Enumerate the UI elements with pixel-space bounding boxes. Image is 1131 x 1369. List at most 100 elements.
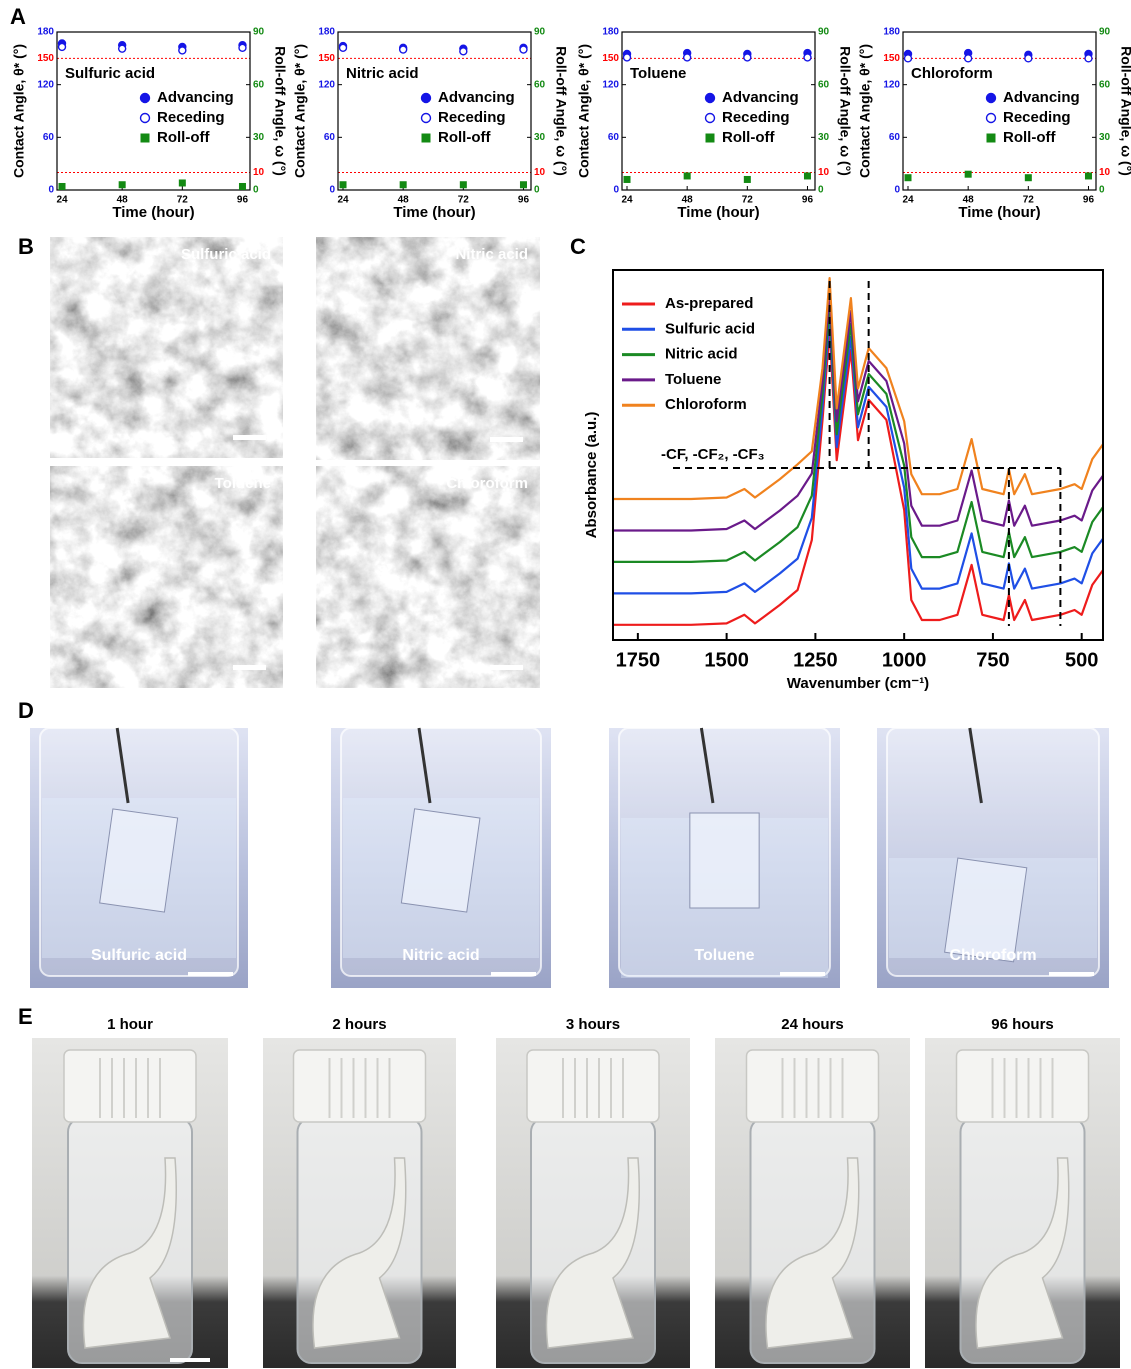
data-point: [119, 181, 126, 188]
data-point: [624, 54, 631, 61]
x-tick-label: 1000: [882, 649, 927, 671]
legend-marker: [422, 114, 431, 123]
vial-cap: [527, 1050, 659, 1122]
legend-marker: [141, 94, 150, 103]
sem-image: [50, 466, 283, 688]
data-point: [179, 47, 186, 54]
data-point: [684, 172, 691, 179]
legend-label: Roll-off: [722, 129, 775, 146]
x-axis-label: Time (hour): [958, 204, 1040, 221]
x-tick-label: 750: [976, 649, 1009, 671]
legend-label: Roll-off: [1003, 129, 1056, 146]
data-point: [340, 181, 347, 188]
data-point: [239, 44, 246, 51]
y2-tick-label: 30: [818, 132, 830, 143]
coating-sample: [690, 813, 759, 908]
x-axis-label: Wavenumber (cm⁻¹): [787, 675, 929, 692]
y-tick-label: 0: [894, 185, 900, 196]
x-axis-label: Time (hour): [112, 204, 194, 221]
scale-bar: [490, 665, 523, 670]
scale-bar: [233, 665, 266, 670]
y-axis-label: Contact Angle, θ* (°): [576, 44, 592, 178]
legend-marker: [987, 114, 996, 123]
y2-tick-label: 90: [1099, 27, 1111, 38]
sem-image: [316, 237, 540, 460]
data-point: [400, 46, 407, 53]
chart-title: Nitric acid: [346, 65, 419, 82]
y-tick-label: 60: [889, 132, 901, 143]
image-label: Sulfuric acid: [181, 246, 271, 263]
legend-label: Advancing: [438, 89, 515, 106]
legend-label: Advancing: [722, 89, 799, 106]
legend-marker: [422, 134, 431, 143]
y-tick-label: 0: [48, 185, 54, 196]
y2-tick-label: 0: [253, 185, 259, 196]
vial-cap: [294, 1050, 426, 1122]
x-tick-label: 24: [56, 195, 68, 206]
legend-marker: [987, 134, 996, 143]
time-label: 1 hour: [107, 1016, 153, 1033]
y-tick-label: 120: [883, 79, 900, 90]
data-point: [239, 183, 246, 190]
x-tick-label: 96: [1083, 195, 1095, 206]
y2-axis-label: Roll-off Angle, ω (°): [553, 46, 569, 176]
legend-label: Nitric acid: [665, 346, 738, 363]
legend-label: Chloroform: [665, 396, 747, 413]
y2-tick-label: 60: [253, 79, 265, 90]
data-point: [1025, 174, 1032, 181]
y2-tick-label: 30: [534, 132, 546, 143]
y2-tick-label: 60: [534, 79, 546, 90]
reference-label: 150: [318, 53, 335, 64]
legend-marker: [987, 94, 996, 103]
y2-tick-label: 90: [818, 27, 830, 38]
data-point: [400, 181, 407, 188]
time-label: 2 hours: [332, 1016, 386, 1033]
y-axis-label: Contact Angle, θ* (°): [857, 44, 873, 178]
coating-sample: [100, 809, 178, 912]
y2-tick-label: 90: [534, 27, 546, 38]
reference-label: 10: [253, 167, 265, 178]
legend-marker: [141, 134, 150, 143]
reference-label: 10: [534, 167, 546, 178]
y-tick-label: 180: [318, 27, 335, 38]
y-axis-label: Contact Angle, θ* (°): [292, 44, 308, 178]
legend-marker: [706, 114, 715, 123]
data-point: [905, 55, 912, 62]
x-tick-label: 1500: [704, 649, 749, 671]
data-point: [744, 54, 751, 61]
scale-bar: [490, 437, 523, 442]
chart-title: Toluene: [630, 65, 686, 82]
y2-tick-label: 0: [818, 185, 824, 196]
data-point: [59, 183, 66, 190]
y-tick-label: 0: [329, 185, 335, 196]
data-point: [460, 181, 467, 188]
image-label: Toluene: [215, 475, 271, 492]
coating-sample: [401, 809, 480, 912]
legend-label: Toluene: [665, 371, 721, 388]
data-point: [520, 181, 527, 188]
scale-bar: [233, 435, 266, 440]
data-point: [965, 55, 972, 62]
image-label: Chloroform: [949, 947, 1036, 964]
x-tick-label: 24: [902, 195, 914, 206]
reference-label: 150: [37, 53, 54, 64]
y-tick-label: 180: [602, 27, 619, 38]
data-point: [905, 174, 912, 181]
time-label: 24 hours: [781, 1016, 844, 1033]
scale-bar: [780, 972, 825, 976]
x-tick-label: 96: [518, 195, 530, 206]
data-point: [520, 46, 527, 53]
y2-axis-label: Roll-off Angle, ω (°): [1118, 46, 1131, 176]
data-point: [179, 179, 186, 186]
y-tick-label: 60: [608, 132, 620, 143]
y-tick-label: 180: [883, 27, 900, 38]
y2-tick-label: 60: [818, 79, 830, 90]
legend-label: Sulfuric acid: [665, 320, 755, 337]
y2-axis-label: Roll-off Angle, ω (°): [272, 46, 288, 176]
figure: ABCDE15010060120180030609024487296Sulfur…: [0, 0, 1131, 1369]
data-point: [1085, 172, 1092, 179]
sem-image: [316, 466, 540, 688]
y-tick-label: 120: [602, 79, 619, 90]
y-axis-label: Absorbance (a.u.): [583, 412, 600, 539]
